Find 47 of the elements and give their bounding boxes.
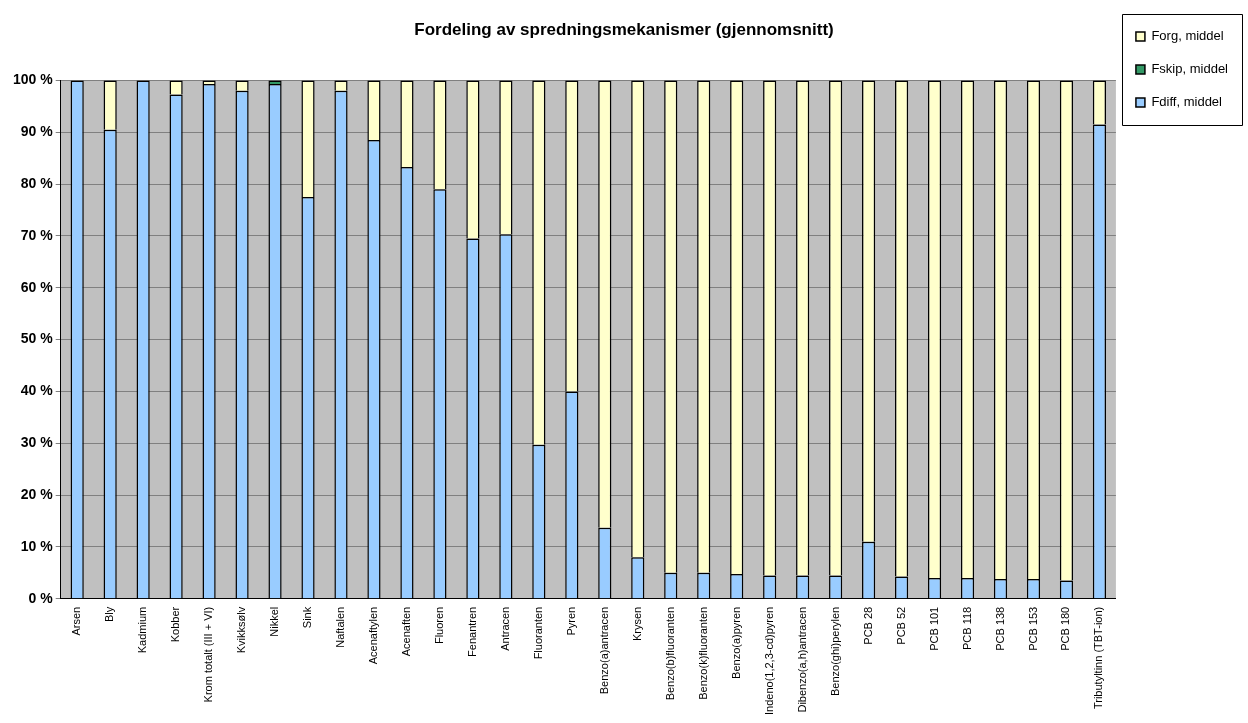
x-tick-label: Fenantren xyxy=(465,606,478,657)
x-tick-label: Krom totalt (III + VI) xyxy=(202,606,215,703)
y-tick-label: 80 % xyxy=(20,174,54,191)
x-tick-label: Benzo(a)antracen xyxy=(597,606,610,695)
x-tick-label: Arsen xyxy=(70,606,83,636)
x-tick-label: Kvikksølv xyxy=(235,606,248,654)
x-tick-label: Fluoren xyxy=(432,606,445,645)
x-tick-label: Nikkel xyxy=(268,606,281,637)
x-tick-label: Kobber xyxy=(169,606,182,643)
x-tick-label: PCB 153 xyxy=(1026,606,1039,651)
y-tick-label: 90 % xyxy=(20,123,54,140)
y-tick-label: 10 % xyxy=(20,537,54,554)
x-tick-label: Kadmium xyxy=(136,606,149,654)
legend-label: Fdiff, middel xyxy=(1151,94,1223,110)
chart-title: Fordeling av spredningsmekanismer (gjennomsnitt) xyxy=(414,19,834,39)
x-tick-label: Benzo(b)fluoranten xyxy=(663,606,676,701)
x-tick-label: PCB 118 xyxy=(960,606,973,650)
x-tick-label: Sink xyxy=(301,606,314,629)
y-tick-label: 0 % xyxy=(28,589,54,606)
x-tick-label: Fluoranten xyxy=(531,606,544,660)
x-tick-label: PCB 28 xyxy=(861,606,874,645)
x-tick-label: Indeno(1,2,3-cd)pyren xyxy=(762,606,775,715)
y-tick-label: 60 % xyxy=(20,278,54,295)
legend-label: Fskip, middel xyxy=(1151,61,1229,77)
x-tick-label: Dibenzo(a,h)antracen xyxy=(795,606,808,713)
y-tick-label: 70 % xyxy=(20,226,54,243)
x-tick-label: PCB 138 xyxy=(993,606,1006,651)
legend-label: Forg, middel xyxy=(1151,28,1224,44)
x-tick-label: Antracen xyxy=(498,606,511,651)
y-tick-label: 20 % xyxy=(20,485,54,502)
x-tick-label: Naftalen xyxy=(334,606,347,648)
y-tick-label: 40 % xyxy=(20,382,54,399)
y-tick-label: 30 % xyxy=(20,434,54,451)
x-tick-label: PCB 52 xyxy=(894,606,907,645)
x-tick-label: Benzo(a)pyren xyxy=(729,606,742,679)
y-tick-label: 50 % xyxy=(20,330,54,347)
x-tick-label: PCB 180 xyxy=(1059,606,1072,651)
x-tick-label: Benzo(ghi)perylen xyxy=(828,606,841,697)
x-tick-label: Acenaften xyxy=(399,606,412,657)
x-tick-label: Bly xyxy=(103,606,116,623)
x-tick-label: Benzo(k)fluoranten xyxy=(696,606,709,700)
x-tick-label: Krysen xyxy=(630,606,643,642)
x-tick-label: Pyren xyxy=(564,606,577,636)
y-tick-label: 100 % xyxy=(12,71,54,88)
x-tick-label: Acenaftylen xyxy=(367,606,379,665)
x-tick-label: Tributyltinn (TBT-ion) xyxy=(1092,606,1105,710)
x-tick-label: PCB 101 xyxy=(927,606,940,651)
